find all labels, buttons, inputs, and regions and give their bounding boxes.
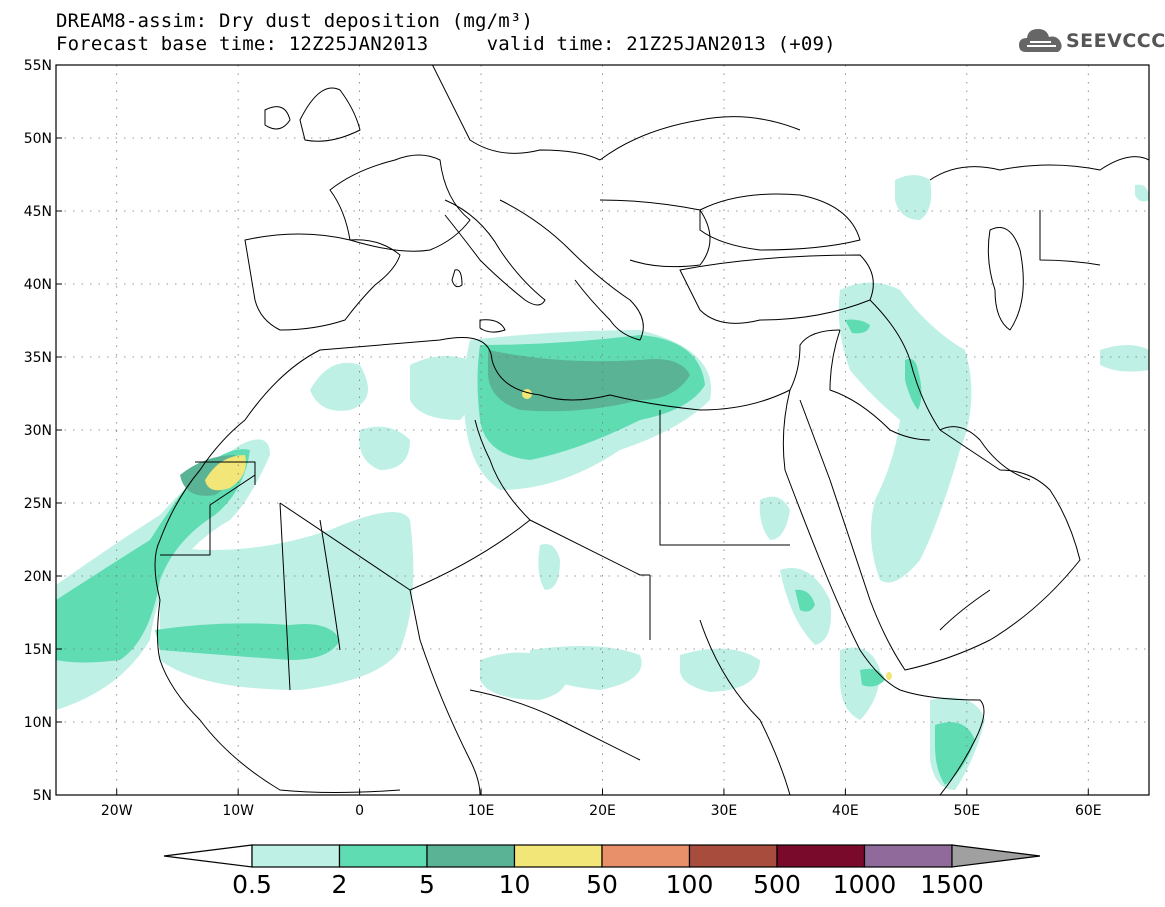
colorbar-swatch <box>601 844 691 868</box>
colorbar-swatch <box>513 844 603 868</box>
logo-label: SEEVCCC <box>1066 30 1165 52</box>
colorbar-label: 1000 <box>833 870 897 899</box>
map-title: DREAM8-assim: Dry dust deposition (mg/m³… <box>56 10 534 32</box>
lon-tick-label: 20E <box>589 803 616 819</box>
colorbar-under-arrow <box>163 844 253 868</box>
lat-tick-label: 30N <box>24 423 52 439</box>
coastlines-and-borders <box>154 65 1149 795</box>
lat-tick-label: 10N <box>24 715 52 731</box>
lat-tick-label: 25N <box>24 496 52 512</box>
lon-tick-label: 60E <box>1075 803 1102 819</box>
lon-tick-label: 10E <box>468 803 495 819</box>
colorbar-swatch <box>251 844 341 868</box>
cloud-icon <box>1019 29 1062 52</box>
lon-tick-label: 10W <box>222 803 254 819</box>
lat-tick-label: 45N <box>24 204 52 220</box>
lat-tick-label: 40N <box>24 277 52 293</box>
lat-tick-label: 50N <box>24 131 52 147</box>
lon-tick-label: 30E <box>711 803 738 819</box>
map-plot-area <box>56 65 1149 795</box>
lat-tick-label: 35N <box>24 350 52 366</box>
lon-tick-label: 40E <box>832 803 859 819</box>
seevccc-logo: SEEVCCC <box>1018 24 1165 58</box>
colorbar-swatch <box>338 844 428 868</box>
colorbar-label: 0.5 <box>232 870 272 899</box>
colorbar-label: 100 <box>666 870 714 899</box>
colorbar-label: 10 <box>499 870 531 899</box>
colorbar-swatch <box>776 844 866 868</box>
colorbar: 0.5 2 5 10 50 100 500 1000 1500 <box>163 844 1041 899</box>
colorbar-label: 2 <box>332 870 348 899</box>
lat-tick-label: 15N <box>24 642 52 658</box>
lat-tick-label: 5N <box>33 788 52 804</box>
lon-tick-label: 0 <box>355 803 364 819</box>
colorbar-label: 1500 <box>920 870 984 899</box>
lon-tick-label: 50E <box>953 803 980 819</box>
colorbar-label: 500 <box>753 870 801 899</box>
forecast-time-label: Forecast base time: 12Z25JAN2013 valid t… <box>56 33 836 55</box>
deposition-contour-10 <box>205 389 892 680</box>
lat-tick-label: 55N <box>24 58 52 74</box>
colorbar-label: 5 <box>419 870 435 899</box>
colorbar-label: 50 <box>586 870 618 899</box>
colorbar-swatch <box>688 844 778 868</box>
lon-tick-label: 20W <box>101 803 133 819</box>
axis-ticks: 20W 10W 0 10E 20E 30E 40E 50E 60E 5N 10N 15N 20N 25N 3… <box>24 58 1102 819</box>
colorbar-swatch <box>863 844 953 868</box>
colorbar-swatch <box>426 844 516 868</box>
lat-tick-label: 20N <box>24 569 52 585</box>
colorbar-over-arrow <box>951 844 1041 868</box>
